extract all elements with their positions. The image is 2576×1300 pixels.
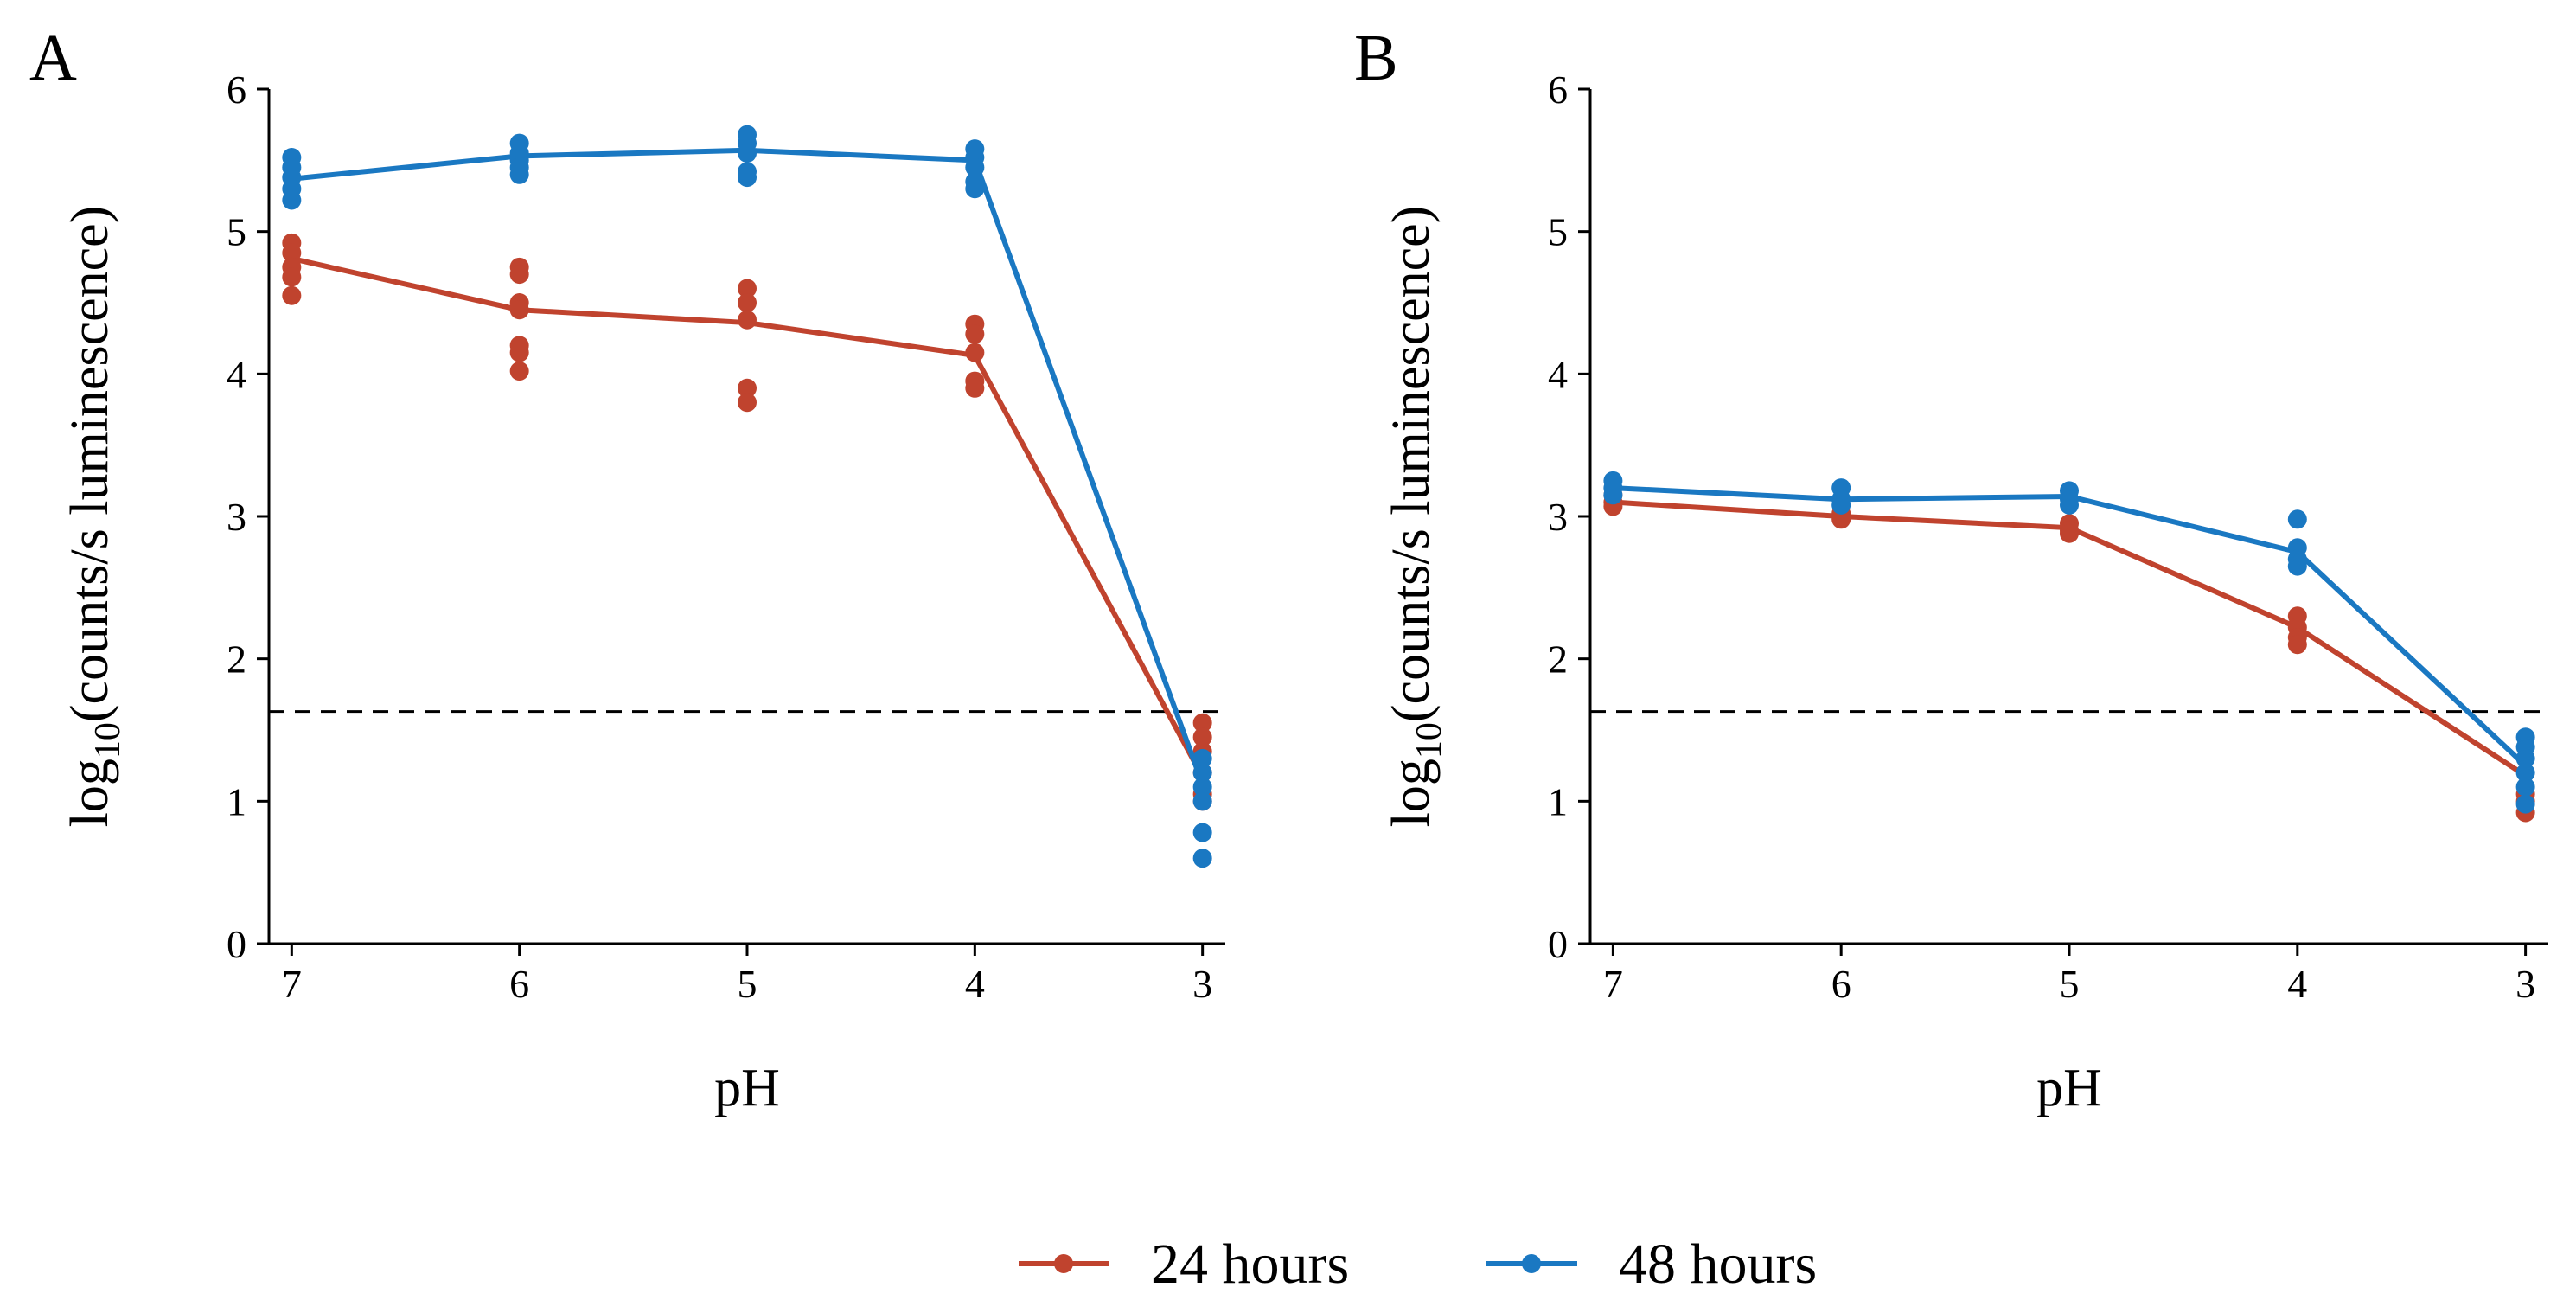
replicate-point (282, 190, 302, 210)
y-tick-label: 0 (1548, 922, 1568, 966)
x-tick-label: 6 (1831, 962, 1851, 1006)
replicate-point (1192, 727, 1212, 747)
x-tick-label: 5 (738, 962, 757, 1006)
x-tick-label: 4 (2287, 962, 2307, 1006)
y-label-prefix: log (61, 759, 119, 827)
replicate-point (1831, 495, 1851, 515)
y-label-prefix: log (1382, 759, 1441, 827)
replicate-point (965, 324, 985, 344)
y-tick-label: 6 (1548, 67, 1568, 112)
legend-label: 48 hours (1619, 1233, 1817, 1296)
y-label-subscript: 10 (1409, 722, 1449, 759)
replicate-point (2287, 556, 2307, 576)
replicate-point (509, 343, 529, 362)
panel-label: B (1354, 22, 1398, 94)
replicate-point (509, 265, 529, 285)
x-axis-label: pH (714, 1059, 780, 1117)
x-tick-label: 7 (282, 962, 302, 1006)
replicate-point (2060, 495, 2079, 515)
replicate-point (2515, 748, 2535, 768)
replicate-point (1192, 849, 1212, 868)
legend-label: 24 hours (1151, 1233, 1349, 1296)
replicate-point (738, 293, 757, 312)
y-tick-label: 2 (1548, 637, 1568, 682)
replicate-point (1192, 791, 1212, 811)
replicate-point (282, 243, 302, 263)
x-axis-label: pH (2036, 1059, 2102, 1117)
y-tick-label: 3 (1548, 495, 1568, 539)
y-tick-label: 5 (227, 210, 246, 254)
x-tick-label: 4 (965, 962, 985, 1006)
replicate-point (1192, 748, 1212, 768)
replicate-point (1831, 509, 1851, 529)
y-tick-label: 1 (227, 779, 246, 823)
replicate-point (965, 179, 985, 199)
replicate-point (2515, 777, 2535, 797)
x-tick-label: 6 (509, 962, 529, 1006)
x-tick-label: 7 (1603, 962, 1623, 1006)
panel-label: A (29, 22, 77, 94)
y-tick-label: 4 (227, 352, 246, 396)
replicate-point (509, 300, 529, 320)
replicate-point (738, 310, 757, 330)
y-label-subscript: 10 (88, 722, 128, 759)
replicate-point (738, 279, 757, 298)
replicate-point (738, 168, 757, 188)
x-tick-label: 3 (2515, 962, 2535, 1006)
y-axis-label: log10(counts/s luminescence) (61, 206, 128, 828)
replicate-point (965, 343, 985, 362)
y-tick-label: 4 (1548, 352, 1568, 396)
replicate-point (1192, 713, 1212, 733)
replicate-point (509, 164, 529, 184)
replicate-point (738, 378, 757, 398)
panel: B 0 1 2 3 4 5 6 7 6 5 4 3 pH log10(counts/s luminescen… (1354, 22, 2548, 1117)
replicate-point (965, 157, 985, 177)
replicate-point (738, 393, 757, 413)
legend: 24 hours 48 hours (1019, 1233, 1817, 1296)
replicate-point (1192, 763, 1212, 783)
replicate-point (2515, 763, 2535, 783)
y-tick-label: 3 (227, 495, 246, 539)
y-tick-label: 1 (1548, 779, 1568, 823)
replicate-point (2060, 523, 2079, 543)
replicate-point (1192, 777, 1212, 797)
mean-line (291, 147, 1205, 785)
y-tick-label: 6 (227, 67, 246, 112)
replicate-point (965, 378, 985, 398)
replicate-point (2515, 794, 2535, 814)
legend-marker (1054, 1254, 1073, 1273)
x-tick-label: 3 (1192, 962, 1212, 1006)
y-label-suffix: (counts/s luminescence) (1382, 206, 1441, 722)
replicate-point (1192, 823, 1212, 842)
replicate-point (738, 144, 757, 163)
y-tick-label: 0 (227, 922, 246, 966)
y-tick-label: 2 (227, 637, 246, 682)
y-label-suffix: (counts/s luminescence) (61, 206, 119, 722)
replicate-point (509, 362, 529, 381)
mean-line (291, 256, 1205, 778)
x-tick-label: 5 (2060, 962, 2080, 1006)
replicate-point (2287, 509, 2307, 529)
legend-marker (1522, 1254, 1541, 1273)
y-tick-label: 5 (1548, 210, 1568, 254)
replicate-point (2287, 635, 2307, 655)
replicate-point (1603, 485, 1623, 505)
replicate-point (282, 267, 302, 287)
y-axis-label: log10(counts/s luminescence) (1382, 206, 1449, 828)
replicate-point (282, 285, 302, 305)
panel: A 0 1 2 3 4 5 6 7 6 5 4 3 pH log10(counts/s luminescen… (29, 22, 1225, 1117)
